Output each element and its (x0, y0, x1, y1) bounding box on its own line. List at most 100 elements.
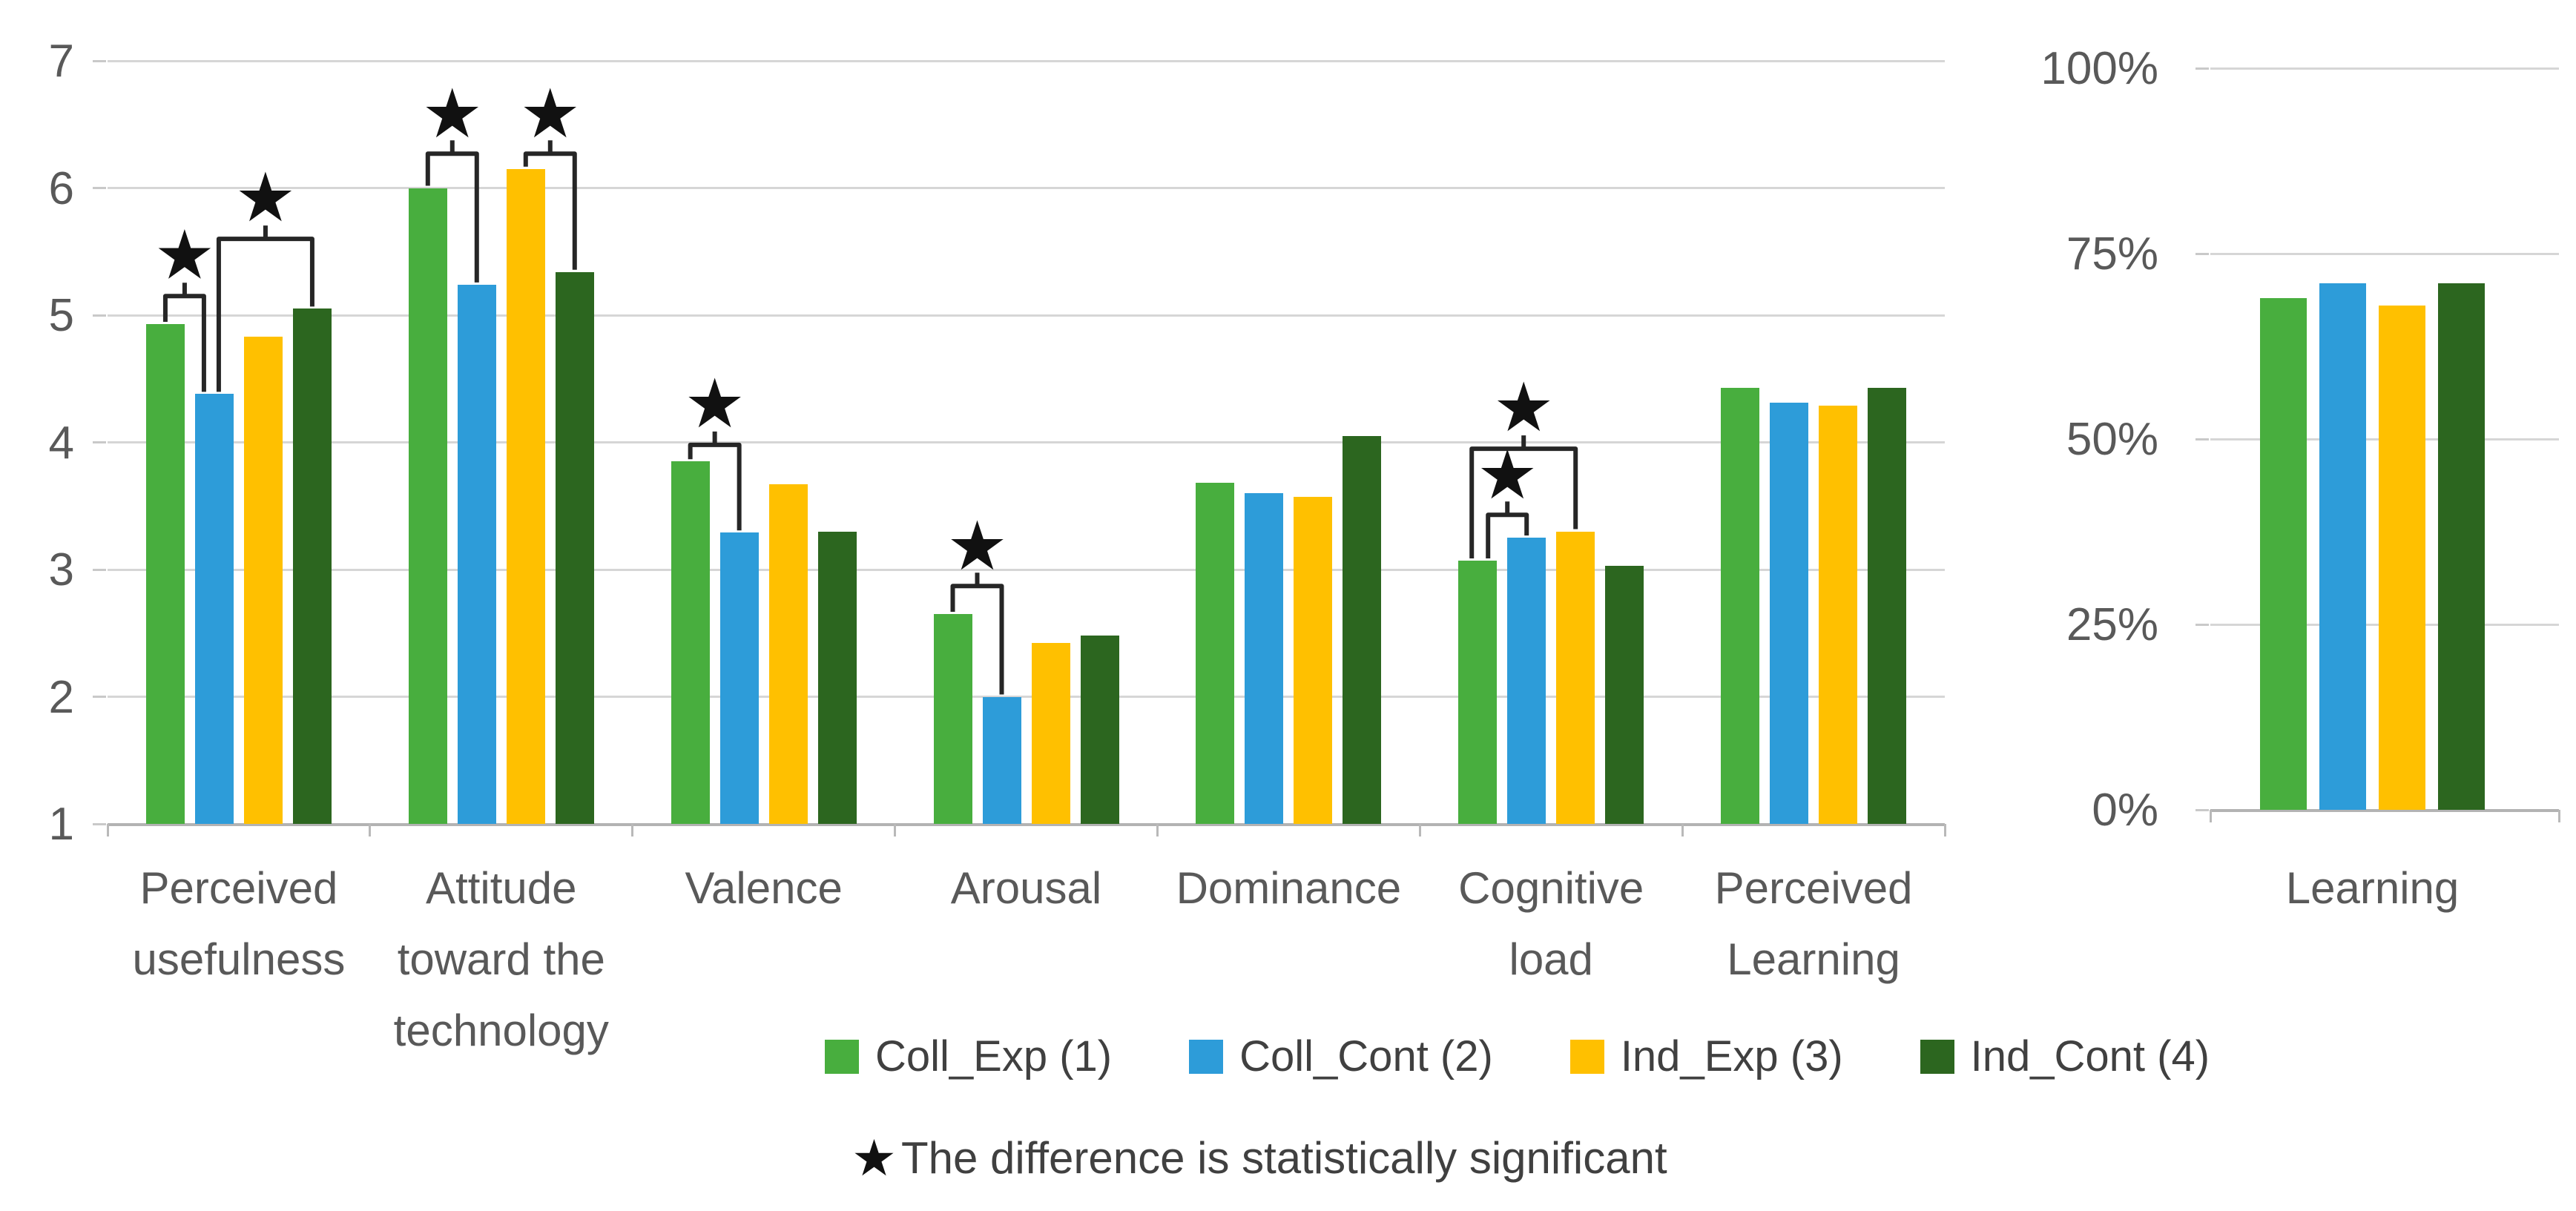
y-axis-tick (2195, 623, 2209, 626)
significance-bracket (1469, 435, 1578, 558)
category-label: Learning (2180, 853, 2566, 924)
legend-label: Ind_Cont (4) (1970, 1032, 2210, 1080)
x-axis-tick (106, 824, 109, 837)
significance-star-icon: ★ (422, 76, 483, 152)
bar-coll_cont-6 (1770, 403, 1809, 824)
significance-star-icon: ★ (1493, 370, 1554, 446)
star-icon: ★ (851, 1130, 897, 1187)
bar-ind_exp-2 (768, 484, 808, 824)
y-axis-label: 3 (48, 544, 74, 595)
bar-ind_exp-3 (1031, 643, 1070, 824)
x-axis-tick (1681, 824, 1684, 837)
bar-ind_cont-1 (555, 271, 594, 824)
bar-coll_exp-0 (2260, 298, 2307, 810)
category-label: Dominance (1096, 853, 1481, 924)
bar-coll_exp-3 (933, 614, 972, 824)
y-axis-label: 2 (48, 671, 74, 723)
y-axis-tick (93, 822, 106, 825)
x-axis-tick (631, 824, 634, 837)
category-label: Cognitive load (1358, 853, 1744, 995)
legend-label: Ind_Exp (3) (1620, 1032, 1843, 1080)
bar-coll_cont-0 (2319, 283, 2366, 810)
legend-label: Coll_Cont (2) (1239, 1032, 1493, 1080)
bar-coll_cont-0 (194, 394, 234, 824)
y-axis-label: 50% (2066, 414, 2158, 465)
y-axis-tick (2195, 808, 2209, 811)
legend-item: Coll_Cont (2) (1189, 1035, 1493, 1078)
category-label-line: Perceived (1714, 863, 1913, 913)
significance-bracket (688, 431, 742, 531)
significance-bracket (162, 283, 206, 392)
bar-coll_cont-1 (457, 284, 496, 824)
y-axis-tick (93, 441, 106, 443)
category-label: Valence (571, 853, 957, 924)
category-label-line: toward the (397, 934, 605, 984)
bar-ind_exp-6 (1819, 405, 1858, 824)
legend-swatch (1569, 1040, 1604, 1074)
category-label-line: Perceived (139, 863, 338, 913)
bar-ind_cont-2 (817, 531, 857, 824)
x-axis-tick (1156, 824, 1159, 837)
significance-bracket (950, 572, 1004, 695)
y-axis-tick (2195, 67, 2209, 70)
bar-coll_cont-3 (982, 696, 1021, 824)
gridline (2210, 252, 2559, 255)
x-axis-tick (369, 824, 372, 837)
x-axis-tick (1418, 824, 1421, 837)
y-axis-tick (93, 314, 106, 317)
bar-ind_exp-1 (506, 168, 545, 824)
category-label-line: Dominance (1176, 863, 1402, 913)
y-axis-label: 75% (2066, 228, 2158, 280)
y-axis-tick (2195, 252, 2209, 255)
bar-coll_exp-1 (408, 188, 447, 824)
significance-star-icon: ★ (946, 509, 1007, 584)
x-axis-tick (1943, 824, 1946, 837)
category-label-line: technology (393, 1006, 609, 1055)
significance-star-icon: ★ (684, 366, 745, 442)
category-label: Arousal (834, 853, 1219, 924)
category-label-line: Arousal (950, 863, 1102, 913)
y-axis-label: 0% (2092, 785, 2158, 836)
footnote-text: The difference is statistically signific… (900, 1133, 1667, 1183)
category-label-line: usefulness (132, 934, 346, 984)
y-axis-tick (93, 59, 106, 62)
bar-ind_cont-0 (2438, 283, 2485, 810)
bar-ind_cont-4 (1343, 435, 1382, 824)
gridline (108, 59, 1945, 62)
x-axis-tick (2209, 810, 2212, 822)
y-axis-label: 7 (48, 36, 74, 87)
bar-coll_cont-4 (1245, 493, 1284, 824)
category-label: Perceived usefulness (46, 853, 432, 995)
gridline (108, 568, 1945, 571)
legend-item: Ind_Exp (3) (1569, 1032, 1843, 1080)
gridline (108, 441, 1945, 443)
y-axis-label: 5 (48, 290, 74, 341)
bar-coll_exp-4 (1196, 483, 1235, 824)
legend-swatch (1920, 1040, 1954, 1074)
y-axis-label: 6 (48, 162, 74, 214)
y-axis-label: 100% (2040, 43, 2158, 94)
x-axis-line (2210, 808, 2559, 812)
y-axis-label: 25% (2066, 599, 2158, 650)
bar-coll_exp-6 (1721, 387, 1760, 824)
significance-footnote: ★ The difference is statistically signif… (851, 1133, 1667, 1184)
category-label: Perceived Learning (1621, 853, 2006, 995)
x-axis-line (108, 822, 1945, 826)
bar-ind_exp-0 (243, 337, 283, 824)
gridline (108, 314, 1945, 317)
x-axis-tick (2557, 810, 2560, 822)
significance-star-icon: ★ (520, 76, 581, 152)
significance-star-icon: ★ (154, 217, 215, 293)
chart-legend: Coll_Exp (1) Coll_Cont (2) Ind_Exp (3) Ind_… (825, 1035, 2210, 1078)
gridline (108, 696, 1945, 698)
significance-bracket (1486, 501, 1529, 558)
y-axis-label: 4 (48, 417, 74, 469)
legend-item: Coll_Exp (1) (825, 1035, 1112, 1078)
category-label-line: Learning (1727, 934, 1900, 984)
y-axis-tick (93, 696, 106, 698)
gridline (2210, 67, 2559, 70)
bar-ind_cont-6 (1868, 387, 1907, 824)
legend-label: Coll_Exp (1) (875, 1032, 1113, 1080)
